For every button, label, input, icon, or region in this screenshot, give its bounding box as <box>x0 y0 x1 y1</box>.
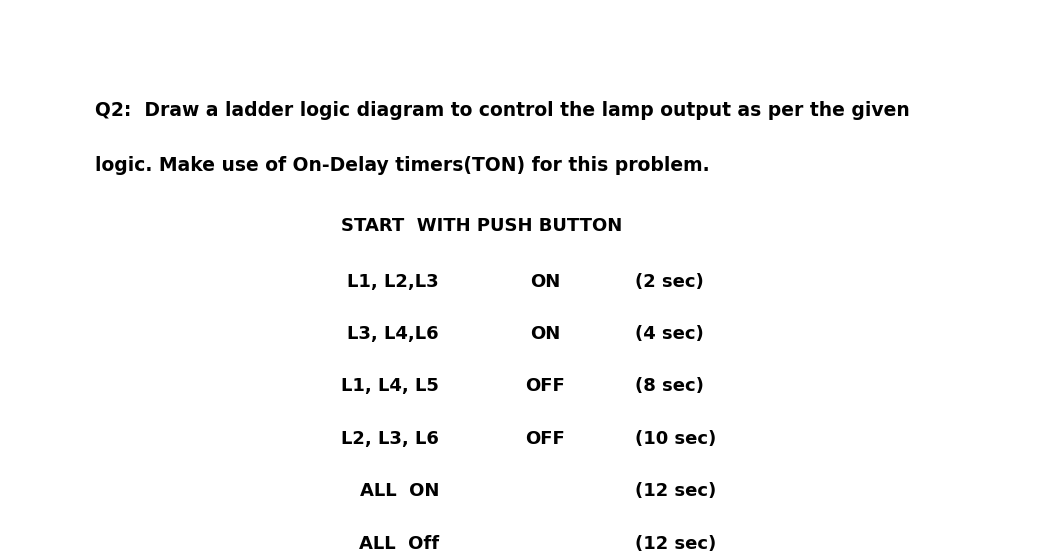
Text: L1, L2,L3: L1, L2,L3 <box>347 273 439 290</box>
Text: L2, L3, L6: L2, L3, L6 <box>341 430 439 448</box>
Text: L1, L4, L5: L1, L4, L5 <box>341 378 439 395</box>
Text: (10 sec): (10 sec) <box>635 430 716 448</box>
Text: ALL  Off: ALL Off <box>359 535 439 552</box>
Text: OFF: OFF <box>525 430 565 448</box>
Text: logic. Make use of On-Delay timers(TON) for this problem.: logic. Make use of On-Delay timers(TON) … <box>95 156 710 175</box>
Text: (12 sec): (12 sec) <box>635 482 716 500</box>
Text: ON: ON <box>530 273 560 290</box>
Text: OFF: OFF <box>525 378 565 395</box>
Text: Q2:  Draw a ladder logic diagram to control the lamp output as per the given: Q2: Draw a ladder logic diagram to contr… <box>95 101 910 120</box>
Text: L3, L4,L6: L3, L4,L6 <box>347 325 439 343</box>
Text: START  WITH PUSH BUTTON: START WITH PUSH BUTTON <box>341 217 622 235</box>
Text: (12 sec): (12 sec) <box>635 535 716 552</box>
Text: (2 sec): (2 sec) <box>635 273 704 290</box>
Text: ON: ON <box>530 325 560 343</box>
Text: (8 sec): (8 sec) <box>635 378 704 395</box>
Text: ALL  ON: ALL ON <box>360 482 439 500</box>
Text: (4 sec): (4 sec) <box>635 325 704 343</box>
